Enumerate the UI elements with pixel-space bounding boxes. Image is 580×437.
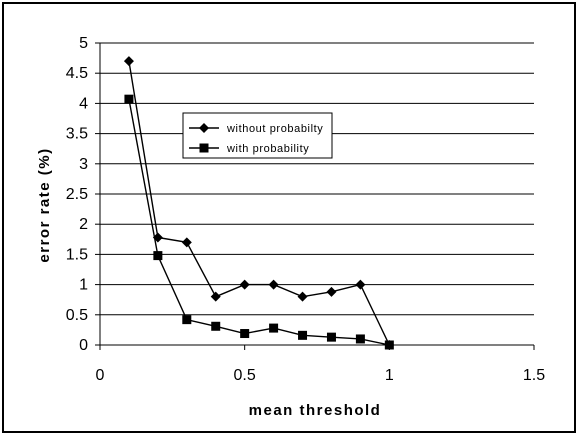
data-point [268,279,279,290]
x-tick-label: 1.5 [523,367,545,384]
data-point [355,334,365,344]
data-point [153,251,163,261]
data-point [181,237,192,248]
data-point [211,321,221,331]
y-tick-label: 0 [79,337,88,354]
gridlines [100,42,534,316]
y-tick-label: 2.5 [66,186,88,203]
series [123,56,395,350]
data-point [182,315,192,325]
data-point [355,279,366,290]
axes [95,42,535,350]
data-point [210,291,221,302]
series-square [124,94,394,350]
legend-marker-square-icon [199,143,209,153]
data-point [326,286,337,297]
y-tick-label: 2 [79,216,88,233]
y-tick-label: 0.5 [66,307,88,324]
legend-label: with probability [226,143,309,155]
x-tick-label: 1 [385,367,394,384]
data-point [326,332,336,342]
data-point [297,291,308,302]
y-tick-label: 1 [79,277,88,294]
legend-label: without probabilty [226,123,323,135]
series-diamond [123,56,395,350]
data-point [123,56,134,67]
x-axis-title: mean threshold [249,402,382,419]
x-tick-label: 0 [96,367,105,384]
y-tick-label: 1.5 [66,246,88,263]
y-tick-labels: 0 0.5 1 1.5 2 2.5 3 3.5 4 4.5 5 [66,35,88,354]
x-tick-labels: 0 0.5 1 1.5 [96,367,546,384]
legend: without probabilty with probability [182,112,333,159]
x-tick-label: 0.5 [234,367,256,384]
y-tick-label: 5 [79,35,88,52]
chart-frame [2,2,576,433]
y-tick-label: 3 [79,156,88,173]
y-axis-title: error rate (%) [36,147,53,262]
y-tick-label: 4.5 [66,65,88,82]
data-point [240,329,250,339]
y-tick-label: 4 [79,95,88,112]
data-point [384,340,394,350]
data-point [239,279,250,290]
series-line [128,61,390,346]
legend-marker-diamond-icon [199,123,209,133]
y-tick-label: 3.5 [66,126,88,143]
data-point [298,330,308,340]
data-point [269,323,279,333]
data-point [124,94,134,104]
series-line [128,99,390,346]
